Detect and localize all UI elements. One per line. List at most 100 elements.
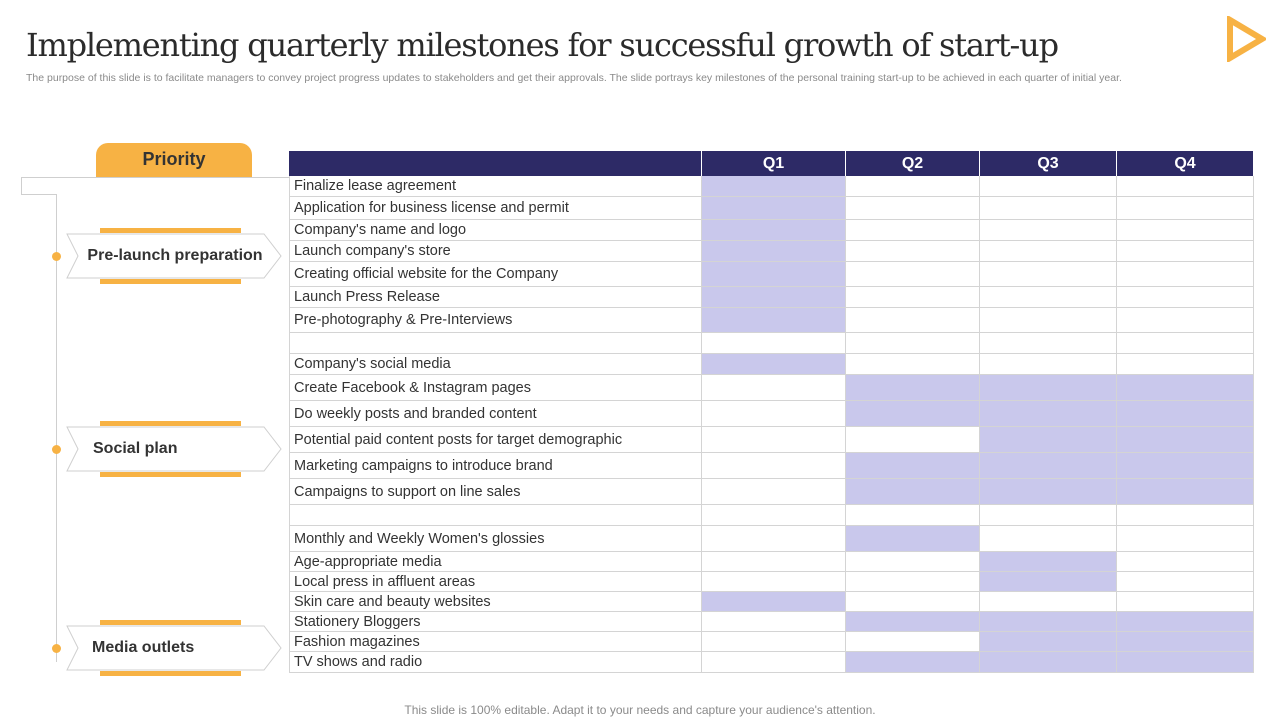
quarter-cell-q2 [846, 176, 980, 197]
task-cell: Launch Press Release [289, 287, 702, 308]
task-cell: Pre-photography & Pre-Interviews [289, 308, 702, 333]
quarter-cell-q3-active [980, 572, 1117, 592]
quarter-cell-q2 [846, 220, 980, 241]
quarter-cell-q1 [702, 505, 846, 526]
connector-line [21, 177, 290, 178]
quarter-cell-q1 [702, 375, 846, 401]
chevron-shape [66, 625, 282, 671]
quarter-cell-q4 [1117, 354, 1254, 375]
task-cell: Creating official website for the Compan… [289, 262, 702, 287]
category-label: Social plan [93, 440, 178, 457]
quarter-cell-q2 [846, 308, 980, 333]
quarter-cell-q4-active [1117, 453, 1254, 479]
quarter-cell-q4 [1117, 176, 1254, 197]
quarter-cell-q4 [1117, 308, 1254, 333]
quarter-cell-q4 [1117, 505, 1254, 526]
quarter-cell-q2-active [846, 401, 980, 427]
quarter-cell-q3 [980, 287, 1117, 308]
quarter-cell-q1-active [702, 241, 846, 262]
quarter-cell-q3-active [980, 612, 1117, 632]
quarter-cell-q2-active [846, 453, 980, 479]
quarter-cell-q2 [846, 505, 980, 526]
quarter-cell-q1-active [702, 354, 846, 375]
quarter-cell-q3 [980, 526, 1117, 552]
quarter-cell-q1-active [702, 287, 846, 308]
task-cell: Age-appropriate media [289, 552, 702, 572]
task-cell: Skin care and beauty websites [289, 592, 702, 612]
quarter-cell-q1 [702, 632, 846, 652]
page-title: Implementing quarterly milestones for su… [26, 26, 1059, 64]
quarter-cell-q2-active [846, 526, 980, 552]
quarter-cell-q2 [846, 197, 980, 220]
category-label: Media outlets [92, 639, 195, 656]
quarter-cell-q4-active [1117, 612, 1254, 632]
footer-note: This slide is 100% editable. Adapt it to… [404, 703, 876, 717]
category-label: Pre-launch preparation [87, 247, 263, 264]
quarter-cell-q4 [1117, 220, 1254, 241]
quarter-cell-q2 [846, 572, 980, 592]
category-media-outlets: Media outlets [50, 620, 290, 676]
task-cell: Company's name and logo [289, 220, 702, 241]
task-cell: Stationery Bloggers [289, 612, 702, 632]
connector-line [21, 194, 57, 195]
quarter-cell-q3-active [980, 632, 1117, 652]
quarter-cell-q3-active [980, 427, 1117, 453]
quarter-cell-q2 [846, 632, 980, 652]
quarter-cell-q1 [702, 572, 846, 592]
quarter-header-q2: Q2 [846, 151, 980, 176]
quarter-cell-q3 [980, 505, 1117, 526]
task-cell: Local press in affluent areas [289, 572, 702, 592]
quarter-cell-q3-active [980, 401, 1117, 427]
quarter-cell-q4-active [1117, 401, 1254, 427]
quarter-cell-q1-active [702, 176, 846, 197]
quarter-cell-q1 [702, 479, 846, 505]
quarter-cell-q2 [846, 592, 980, 612]
quarter-cell-q4 [1117, 572, 1254, 592]
category-social-plan: Social plan [50, 421, 290, 477]
quarter-cell-q2-active [846, 612, 980, 632]
task-cell: Monthly and Weekly Women's glossies [289, 526, 702, 552]
page-subtitle: The purpose of this slide is to facilita… [26, 72, 1122, 84]
quarter-cell-q3 [980, 308, 1117, 333]
timeline-dot [52, 445, 61, 454]
task-cell: Do weekly posts and branded content [289, 401, 702, 427]
quarter-cell-q2-active [846, 375, 980, 401]
task-cell: Marketing campaigns to introduce brand [289, 453, 702, 479]
quarter-cell-q3-active [980, 375, 1117, 401]
quarter-cell-q2 [846, 287, 980, 308]
quarter-cell-q3-active [980, 453, 1117, 479]
quarter-cell-q2-active [846, 652, 980, 673]
quarter-cell-q3-active [980, 552, 1117, 572]
quarter-cell-q3 [980, 333, 1117, 354]
quarter-cell-q3-active [980, 652, 1117, 673]
quarter-cell-q1-active [702, 262, 846, 287]
quarter-cell-q3 [980, 197, 1117, 220]
quarter-cell-q3 [980, 176, 1117, 197]
quarter-cell-q1 [702, 333, 846, 354]
priority-tab: Priority [96, 143, 252, 177]
task-cell: Finalize lease agreement [289, 176, 702, 197]
quarter-cell-q2 [846, 241, 980, 262]
play-arrow-icon [1227, 16, 1266, 62]
chevron-shape [66, 426, 282, 472]
quarter-cell-q1 [702, 427, 846, 453]
quarter-cell-q1-active [702, 220, 846, 241]
category-pre-launch: Pre-launch preparation [50, 228, 290, 284]
quarter-cell-q1 [702, 552, 846, 572]
task-cell: Launch company's store [289, 241, 702, 262]
quarter-cell-q4 [1117, 552, 1254, 572]
quarter-cell-q2 [846, 354, 980, 375]
quarter-cell-q3 [980, 262, 1117, 287]
quarter-cell-q1 [702, 652, 846, 673]
quarter-cell-q4 [1117, 262, 1254, 287]
quarter-cell-q4-active [1117, 375, 1254, 401]
task-cell: Application for business license and per… [289, 197, 702, 220]
task-header [289, 151, 702, 176]
quarter-cell-q1-active [702, 197, 846, 220]
quarter-cell-q1 [702, 526, 846, 552]
quarter-cell-q2-active [846, 479, 980, 505]
quarter-cell-q2 [846, 262, 980, 287]
quarter-cell-q4 [1117, 333, 1254, 354]
task-cell: Company's social media [289, 354, 702, 375]
quarter-cell-q2 [846, 552, 980, 572]
